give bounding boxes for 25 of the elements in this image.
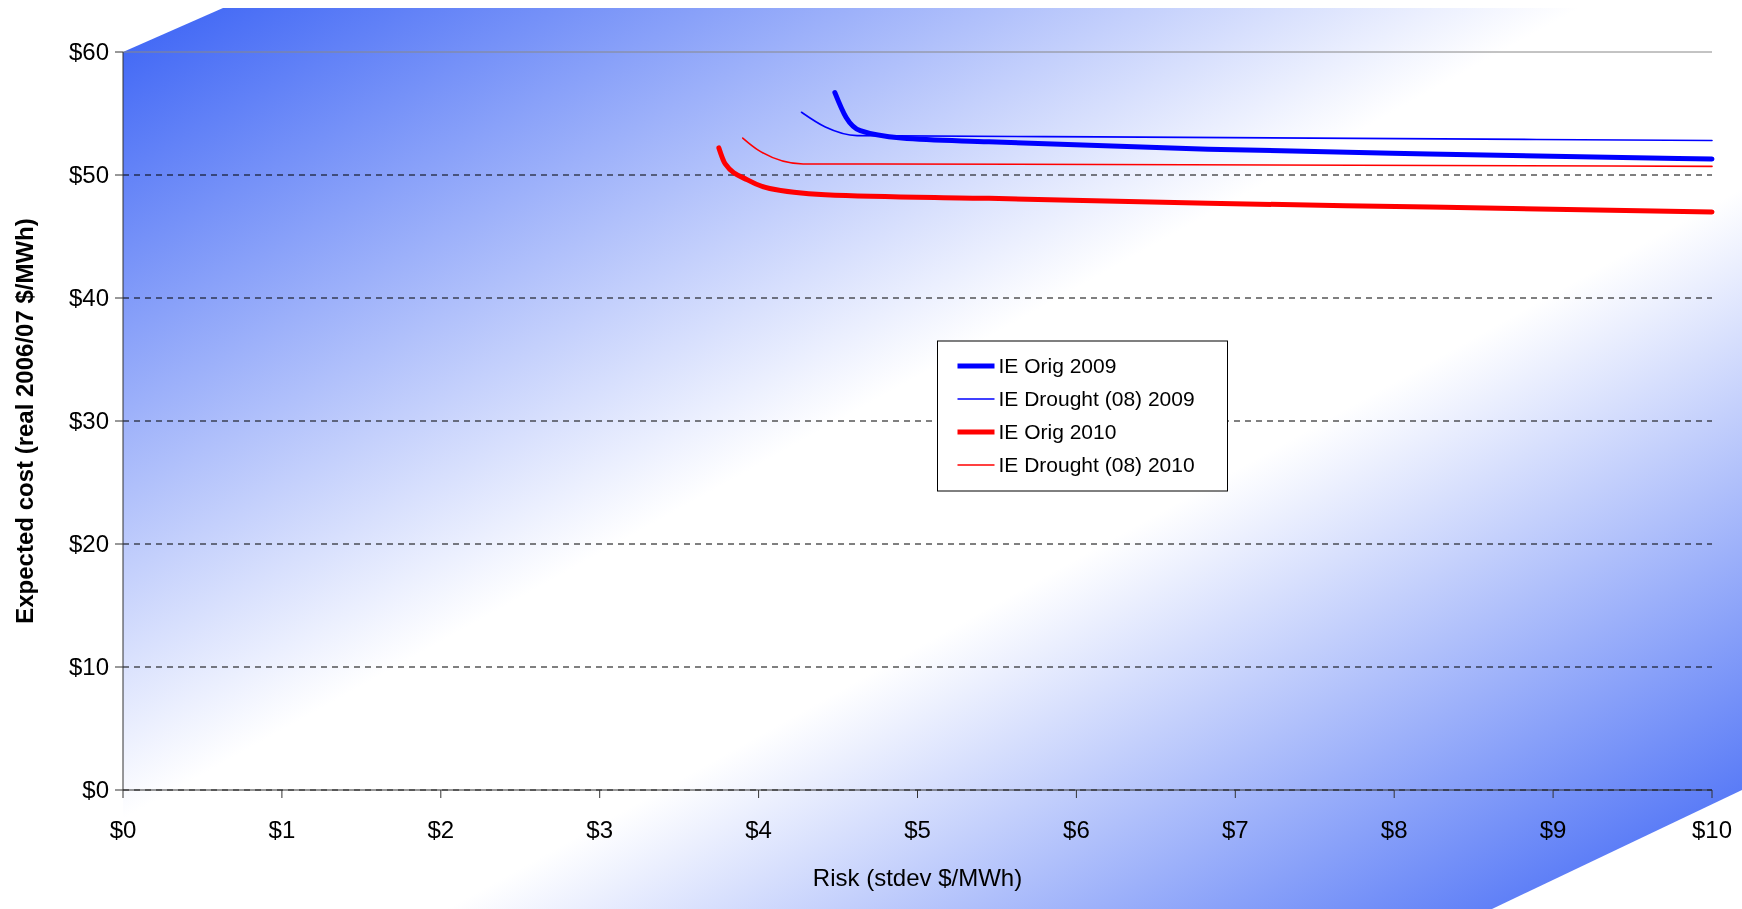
legend-label: IE Orig 2010: [998, 420, 1117, 444]
y-tick-label: $30: [68, 407, 109, 435]
legend-label: IE Drought (08) 2010: [998, 453, 1195, 477]
y-tick-label: $50: [68, 161, 109, 189]
y-tick-label: $40: [68, 284, 109, 312]
x-tick-label: $1: [268, 816, 296, 843]
legend-label: IE Orig 2009: [998, 354, 1117, 378]
x-tick-label: $4: [745, 816, 772, 843]
x-tick-label: $0: [109, 816, 137, 843]
x-tick-label: $9: [1539, 816, 1567, 843]
x-tick-label: $6: [1063, 816, 1090, 843]
x-tick-label: $10: [1691, 816, 1733, 843]
x-tick-label: $2: [427, 816, 455, 843]
y-tick-label: $60: [68, 38, 109, 66]
x-axis-title: Risk (stdev $/MWh): [812, 864, 1023, 891]
y-axis-title: Expected cost (real 2006/07 $/MWh): [11, 218, 38, 624]
x-tick-label: $7: [1221, 816, 1249, 843]
x-tick-label: $8: [1380, 816, 1408, 843]
x-tick-label: $3: [586, 816, 614, 843]
y-tick-label: $20: [68, 530, 109, 558]
y-tick-label: $10: [68, 653, 109, 681]
x-tick-label: $5: [904, 816, 931, 843]
y-tick-label: $0: [82, 776, 109, 804]
line-series: [741, 137, 1713, 168]
legend-label: IE Drought (08) 2009: [998, 387, 1195, 411]
